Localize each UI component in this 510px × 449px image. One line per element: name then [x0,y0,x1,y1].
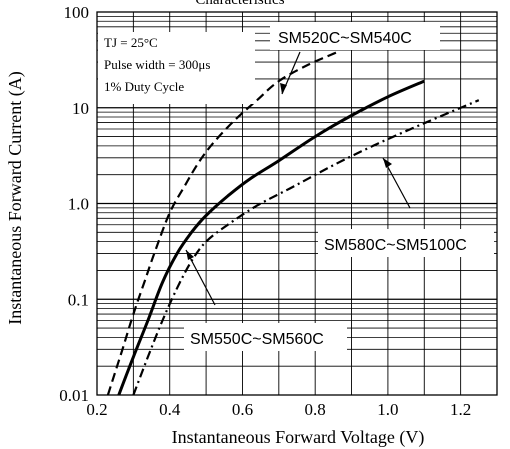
x-tick-label: 0.4 [159,400,181,419]
y-tick-label: 10 [72,99,89,118]
x-axis-label: Instantaneous Forward Voltage (V) [172,427,425,448]
y-tick-label: 0.01 [59,386,89,405]
callout-arrow-head [280,83,287,94]
test-conditions-box: TJ = 25°C Pulse width = 300μs 1% Duty Cy… [98,32,255,104]
series-label-sm550c-sm560c: SM550C~SM560C [190,331,324,348]
series-line-1 [117,79,425,396]
series-line-0 [106,51,338,396]
callout-arrow-head [383,158,392,168]
x-tick-label: 1.0 [377,400,398,419]
condition-temperature: TJ = 25°C [104,35,158,50]
callout-sm580c-sm5100c: SM580C~SM5100C [318,157,494,257]
y-tick-label: 100 [64,3,90,22]
x-tick-label: 0.6 [232,400,253,419]
y-tick-label: 1.0 [68,195,89,214]
series-callouts: SM520C~SM540C SM580C~SM5100C SM550C~SM56… [184,22,494,351]
plot-frame [96,11,498,396]
condition-pulse-width: Pulse width = 300μs [104,57,210,72]
series-label-sm580c-sm5100c: SM580C~SM5100C [324,237,467,254]
y-tick-label: 0.1 [68,290,89,309]
callout-arrow-head [186,250,194,260]
x-tick-label: 0.8 [305,400,326,419]
callout-sm550c-sm560c: SM550C~SM560C [184,249,347,351]
series-label-sm520c-sm540c: SM520C~SM540C [278,30,412,47]
callout-sm520c-sm540c: SM520C~SM540C [270,22,440,95]
x-tick-label: 0.2 [86,400,107,419]
y-axis-label: Instantaneous Forward Current (A) [5,71,26,324]
series-curves [106,51,480,396]
x-tick-label: 1.2 [450,400,471,419]
condition-duty-cycle: 1% Duty Cycle [104,79,184,94]
chart-title: Characteristics [195,0,284,8]
series-line-2 [132,99,480,396]
callout-arrow-line [185,249,216,306]
tick-labels: 0.2 0.4 0.6 0.8 1.0 1.2 0.01 0.1 1.0 10 100 [59,3,471,419]
